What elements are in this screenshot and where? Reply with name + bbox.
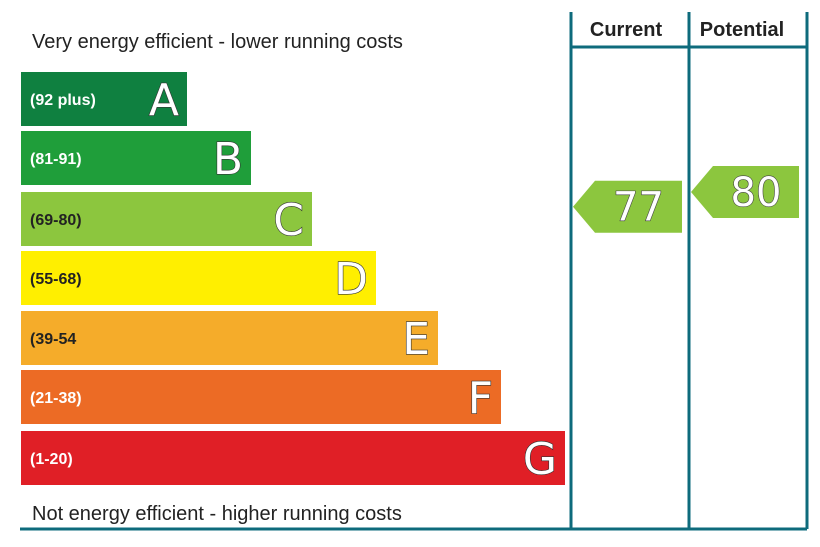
band-bar (21, 311, 438, 365)
current-column-heading: Current (590, 19, 663, 41)
band-letter: E (402, 314, 430, 365)
band-range-label: (81-91) (30, 151, 82, 168)
band-range-label: (69-80) (30, 212, 82, 229)
chart-frame (20, 12, 809, 531)
band-b: (81-91) B (21, 131, 251, 186)
band-bar (21, 131, 251, 185)
band-f: (21-38) F (21, 370, 501, 425)
band-bar (21, 251, 376, 305)
band-letter: A (149, 75, 179, 126)
rating-bands: (92 plus) A (81-91) B (69-80) C (55-68) D (39-54… (21, 72, 565, 486)
band-range-label: (1-20) (30, 451, 73, 468)
potential-rating: 80 (691, 166, 799, 218)
current-rating-arrow (573, 180, 682, 233)
band-c: (69-80) C (21, 192, 312, 247)
band-g: (1-20) G (21, 431, 565, 486)
band-letter: D (334, 254, 368, 305)
band-letter: F (468, 373, 493, 424)
band-bar (21, 72, 187, 126)
band-letter: C (273, 195, 304, 246)
band-range-label: (39-54 (30, 331, 76, 348)
potential-column-heading: Potential (700, 19, 784, 41)
band-letter: B (213, 134, 243, 185)
band-bar (21, 192, 312, 246)
current-rating: 77 (573, 180, 682, 233)
band-letter: G (523, 434, 557, 485)
band-d: (55-68) D (21, 251, 376, 306)
bottom-caption: Not energy efficient - higher running co… (32, 503, 402, 525)
band-range-label: (55-68) (30, 271, 82, 288)
band-bar (21, 370, 501, 424)
potential-rating-arrow (691, 166, 799, 218)
band-a: (92 plus) A (21, 72, 187, 127)
band-e: (39-54 E (21, 311, 438, 366)
band-bar (21, 431, 565, 485)
potential-rating-value: 80 (731, 170, 782, 216)
current-rating-value: 77 (613, 185, 664, 231)
rating-scores: 77 80 (573, 166, 799, 233)
top-caption: Very energy efficient - lower running co… (32, 31, 403, 53)
band-range-label: (92 plus) (30, 92, 96, 109)
band-range-label: (21-38) (30, 390, 82, 407)
